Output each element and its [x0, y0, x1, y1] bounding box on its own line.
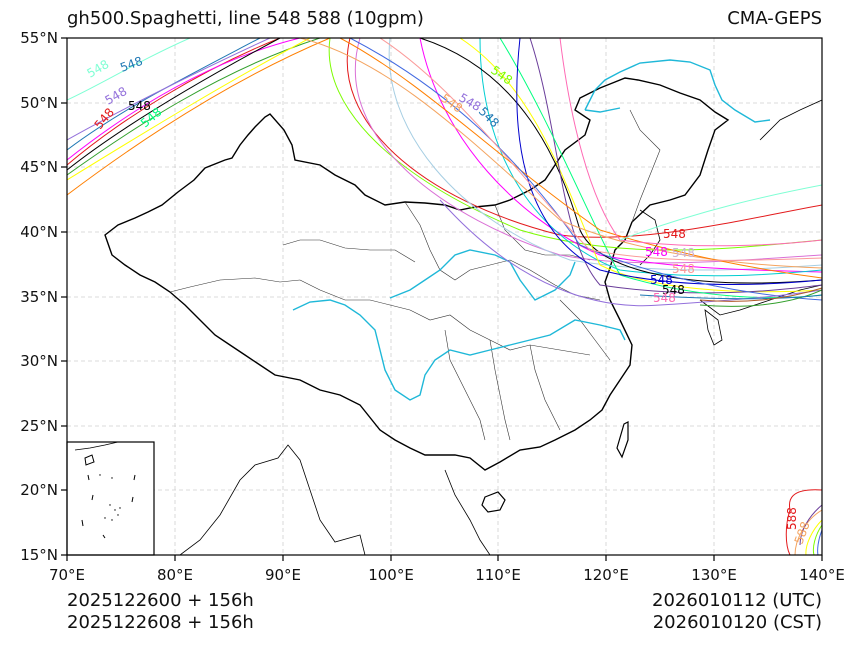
valid-time-block: 2026010112 (UTC) 2026010120 (CST): [652, 590, 822, 634]
svg-text:548: 548: [650, 273, 673, 287]
valid-time-utc: 2026010112 (UTC): [652, 590, 822, 611]
svg-text:548: 548: [653, 291, 676, 305]
gridlines: [67, 38, 822, 555]
init-time-cst: 2025122608 + 156h: [67, 612, 254, 633]
svg-text:548: 548: [488, 63, 515, 88]
y-tick-label: 20°N: [20, 481, 58, 499]
x-tick-label: 110°E: [475, 566, 521, 584]
x-tick-label: 100°E: [368, 566, 414, 584]
init-time-utc: 2025122600 + 156h: [67, 590, 254, 611]
japan-kyushu: [704, 309, 723, 346]
china-border: [104, 77, 730, 471]
contour-548-lines: [67, 38, 822, 307]
south-asia-coast: [179, 444, 366, 555]
model-name: CMA-GEPS: [727, 8, 822, 29]
plot-frame: [66, 37, 823, 556]
x-tick-label: 80°E: [156, 566, 194, 584]
province-borders: [169, 109, 661, 441]
russia-far-east: [759, 99, 822, 141]
chart-title: gh500.Spaghetti, line 548 588 (10gpm): [67, 8, 424, 29]
y-tick-label: 25°N: [20, 417, 58, 435]
indochina-coast: [444, 469, 491, 555]
y-tick-label: 50°N: [20, 94, 58, 112]
svg-text:548: 548: [103, 84, 130, 108]
svg-text:548: 548: [672, 262, 695, 276]
svg-text:548: 548: [118, 54, 144, 75]
valid-time-cst: 2026010120 (CST): [652, 612, 822, 633]
hainan-island: [481, 491, 506, 513]
y-tick-label: 45°N: [20, 158, 58, 176]
south-china-sea-inset: [66, 441, 155, 556]
svg-text:548: 548: [85, 57, 112, 81]
x-tick-label: 120°E: [583, 566, 629, 584]
svg-text:548: 548: [663, 227, 686, 241]
y-tick-label: 15°N: [20, 546, 58, 564]
svg-text:548: 548: [92, 105, 117, 132]
y-tick-label: 55°N: [20, 29, 58, 47]
svg-text:548: 548: [662, 283, 685, 297]
x-tick-label: 90°E: [264, 566, 302, 584]
contour-588-lines: [785, 489, 822, 555]
x-tick-label: 130°E: [691, 566, 737, 584]
init-time-block: 2025122600 + 156h 2025122608 + 156h: [67, 590, 254, 634]
x-tick-label: 70°E: [48, 566, 86, 584]
svg-text:548: 548: [645, 245, 668, 259]
axis-ticks: [61, 37, 823, 561]
y-tick-label: 30°N: [20, 352, 58, 370]
rivers: [292, 59, 771, 401]
svg-text:548: 548: [128, 99, 151, 113]
taiwan-island: [616, 421, 629, 459]
svg-text:548: 548: [672, 246, 695, 260]
korea-coast: [639, 209, 661, 266]
y-tick-label: 35°N: [20, 288, 58, 306]
x-tick-label: 140°E: [799, 566, 845, 584]
y-tick-label: 40°N: [20, 223, 58, 241]
svg-text:588: 588: [785, 507, 799, 530]
